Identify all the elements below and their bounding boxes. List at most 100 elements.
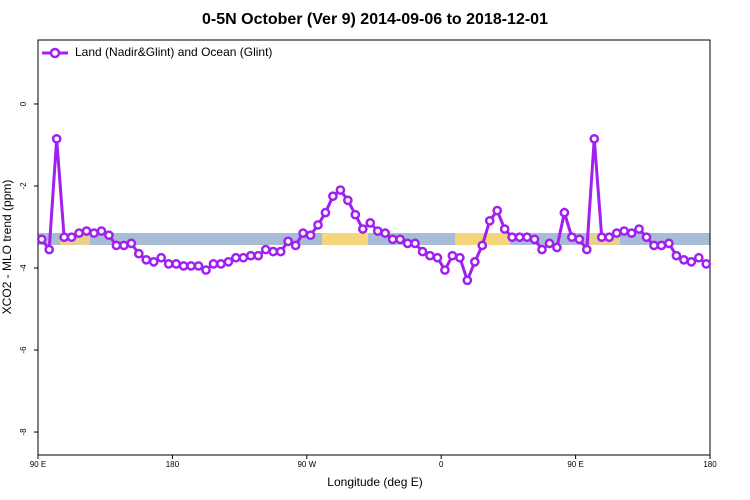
- data-point: [268, 246, 279, 257]
- data-point: [201, 265, 211, 275]
- data-point: [469, 257, 480, 267]
- data-point: [51, 133, 62, 144]
- data-point: [589, 133, 600, 144]
- y-tick-label: -4: [19, 264, 28, 272]
- data-point: [656, 240, 667, 251]
- data-point: [193, 261, 204, 271]
- data-point: [462, 275, 473, 286]
- data-point: [298, 228, 308, 238]
- x-tick-label: 90 E: [567, 460, 583, 469]
- y-tick-label: -2: [19, 182, 28, 190]
- data-point: [537, 244, 547, 255]
- x-tick-label: 90 E: [30, 460, 46, 469]
- data-point: [686, 257, 697, 267]
- data-point: [156, 252, 167, 263]
- data-point: [679, 254, 689, 265]
- data-point: [44, 244, 55, 255]
- data-point: [305, 230, 316, 241]
- data-point: [372, 226, 383, 236]
- data-point: [664, 238, 674, 249]
- data-point: [611, 228, 622, 238]
- data-point: [275, 246, 286, 257]
- data-point: [410, 238, 420, 249]
- data-line: [40, 138, 708, 285]
- data-point: [380, 228, 391, 238]
- data-point: [350, 209, 361, 220]
- data-point: [89, 228, 99, 238]
- y-axis-label: XCO2 - MLO trend (ppm): [0, 180, 14, 315]
- data-point: [507, 232, 517, 243]
- data-point: [320, 207, 331, 218]
- data-point: [343, 195, 353, 206]
- data-point: [484, 215, 495, 226]
- data-point: [693, 252, 704, 263]
- data-point: [216, 259, 226, 269]
- data-point: [387, 234, 398, 245]
- data-point: [641, 232, 652, 243]
- data-point: [163, 259, 174, 269]
- y-tick-label: -8: [19, 428, 28, 436]
- y-tick-label: 0: [19, 101, 28, 106]
- plot-frame: [37, 39, 711, 456]
- data-point: [581, 244, 592, 255]
- data-point: [74, 228, 84, 238]
- data-point: [492, 205, 503, 216]
- data-point: [574, 234, 585, 245]
- data-point: [514, 232, 525, 243]
- data-point: [186, 261, 196, 271]
- data-point: [417, 246, 428, 257]
- data-point: [649, 240, 659, 251]
- data-point: [335, 185, 346, 195]
- data-point: [671, 250, 682, 261]
- x-axis-label: Longitude (deg E): [327, 475, 422, 489]
- legend-marker: [49, 47, 61, 59]
- data-point: [395, 234, 405, 245]
- data-point: [260, 244, 271, 255]
- data-point: [36, 234, 47, 245]
- data-point: [231, 252, 241, 263]
- data-point: [701, 259, 712, 269]
- x-tick-label: 180: [166, 460, 180, 469]
- data-point: [104, 230, 114, 241]
- legend: Land (Nadir&Glint) and Ocean (Glint): [42, 45, 272, 59]
- data-point: [402, 238, 413, 249]
- data-point: [96, 226, 107, 236]
- data-point: [81, 226, 92, 236]
- surface-stripe: [38, 233, 710, 245]
- data-point: [223, 257, 234, 267]
- chart-title: 0-5N October (Ver 9) 2014-09-06 to 2018-…: [202, 11, 548, 28]
- data-point: [544, 238, 555, 249]
- data-point: [440, 265, 450, 275]
- data-point: [171, 259, 181, 269]
- data-point: [119, 240, 129, 251]
- data-point: [432, 252, 443, 263]
- data-point: [253, 250, 264, 261]
- data-point: [59, 232, 69, 243]
- data-point: [178, 261, 189, 271]
- data-point: [455, 252, 465, 263]
- data-point: [596, 232, 607, 243]
- data-point: [290, 240, 301, 251]
- data-point: [208, 259, 219, 269]
- legend-label: Land (Nadir&Glint) and Ocean (Glint): [75, 45, 272, 59]
- data-point: [66, 232, 77, 243]
- data-point: [619, 226, 629, 236]
- data-point: [499, 224, 510, 234]
- data-point: [552, 242, 562, 253]
- data-point: [634, 224, 644, 234]
- data-point: [148, 257, 159, 267]
- data-point: [604, 232, 615, 243]
- x-tick-label: 90 W: [297, 460, 316, 469]
- data-point: [328, 191, 338, 202]
- data-point: [477, 240, 488, 251]
- y-tick-label: -6: [19, 346, 28, 354]
- data-point: [283, 236, 293, 247]
- data-point: [357, 224, 368, 234]
- data-point: [126, 238, 137, 249]
- data-point: [111, 240, 122, 251]
- x-tick-label: 0: [439, 460, 444, 469]
- data-point: [365, 218, 376, 228]
- data-point: [529, 234, 540, 245]
- data-point: [425, 250, 435, 261]
- data-point: [313, 220, 323, 230]
